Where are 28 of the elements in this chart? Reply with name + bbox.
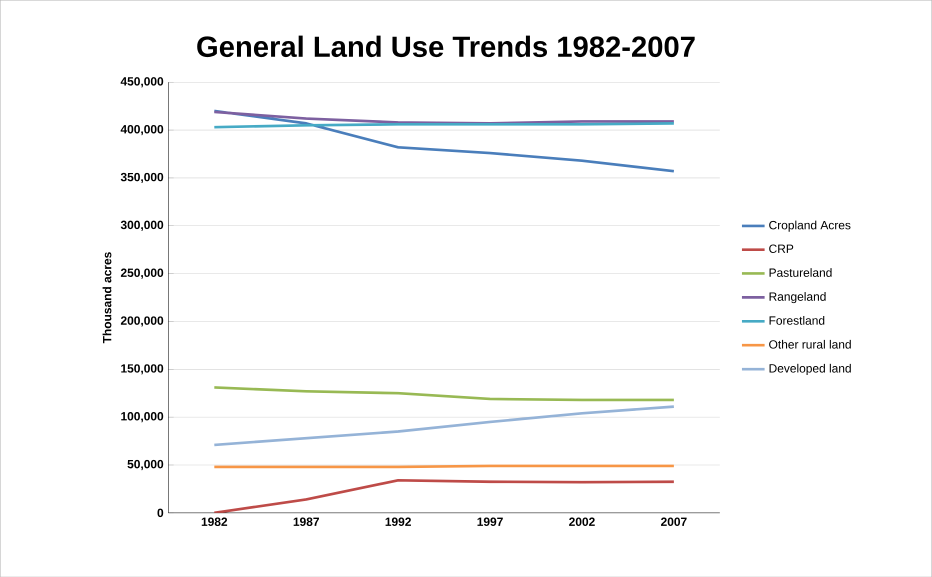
- y-tick-label: 0: [158, 508, 164, 517]
- legend-label: Rangeland: [770, 292, 826, 304]
- y-tick-label: 400,000: [120, 124, 164, 136]
- y-tick-label: 350,000: [120, 172, 164, 183]
- line-series: [212, 386, 676, 402]
- y-tick-label: 150,000: [121, 364, 164, 374]
- legend-label: Forestland: [770, 316, 824, 325]
- x-tick-label: 1997: [478, 517, 503, 526]
- legend-label: Pastureland: [770, 268, 832, 277]
- x-tick-label: 1992: [386, 517, 411, 526]
- x-tick-label: 2002: [569, 517, 595, 526]
- x-tick-label: 2007: [661, 517, 687, 526]
- legend-label: Other rural land: [769, 340, 851, 349]
- y-tick-label: 300,000: [120, 220, 164, 231]
- chart-title: General Land Use Trends 1982-2007: [197, 35, 695, 57]
- x-tick-label: 1987: [294, 517, 319, 526]
- y-axis-title: Thousand acres: [102, 252, 112, 344]
- line-series: [212, 478, 676, 513]
- y-tick-label: 200,000: [120, 316, 164, 326]
- y-tick-label: 50,000: [128, 460, 164, 470]
- y-tick-label: 100,000: [121, 412, 164, 422]
- x-tick-label: 1982: [202, 517, 228, 526]
- legend-label: Cropland Acres: [769, 220, 850, 232]
- y-tick-label: 450,000: [120, 76, 164, 88]
- y-tick-label: 250,000: [120, 268, 164, 279]
- legend-label: Developed land: [770, 364, 851, 375]
- legend-label: CRP: [769, 244, 794, 253]
- line-series: [212, 110, 676, 125]
